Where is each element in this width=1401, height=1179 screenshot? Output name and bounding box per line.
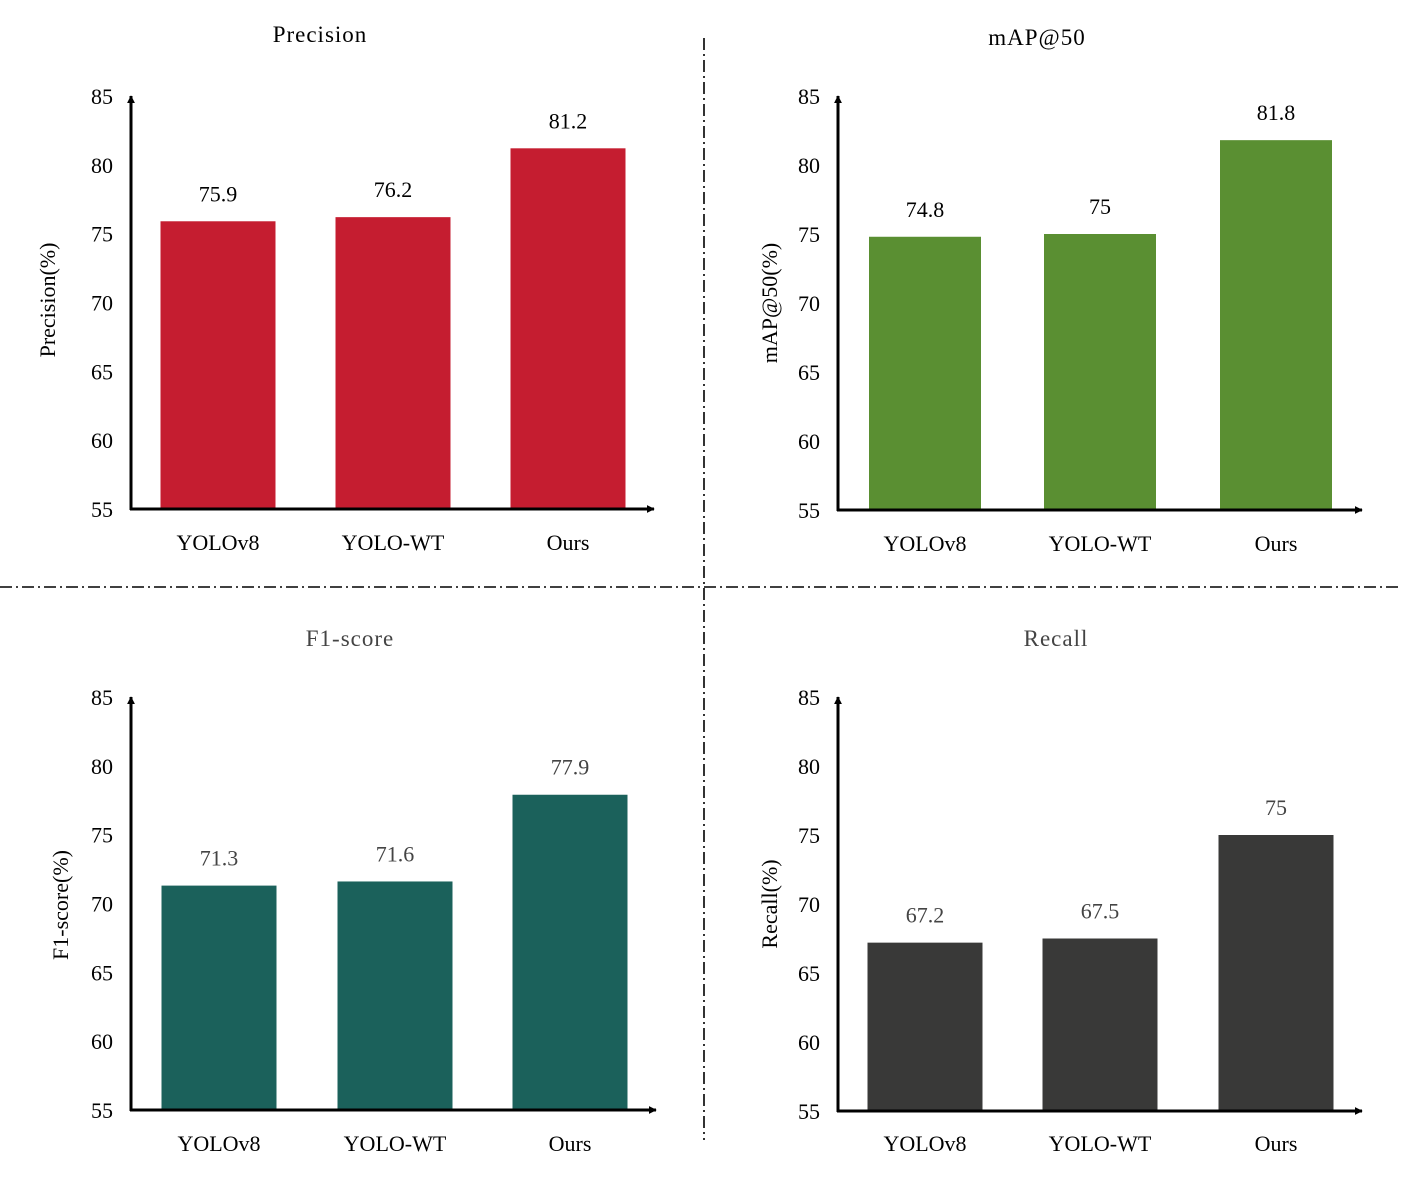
y-tick-label: 85 — [91, 84, 113, 109]
x-tick-label: Ours — [547, 530, 590, 555]
plot-area: 71.3 YOLOv8 71.6 YOLO-WT 77.9 Ours 55 60 65 70 75 8… — [91, 685, 657, 1156]
y-tick-label: 70 — [91, 291, 113, 316]
bar — [510, 148, 626, 509]
chart-panel-precision: Precision Precision(%) 75.9 YOLOv8 76.2 YOL… — [35, 22, 655, 555]
bar — [161, 885, 277, 1110]
plot-area: 74.8 YOLOv8 75 YOLO-WT 81.8 Ours 55 60 65 70 75 80 8… — [798, 84, 1363, 556]
chart-title: Precision — [273, 22, 368, 47]
chart-panel-recall: Recall Recall(%) 67.2 YOLOv8 67.5 YOLO-WT 75… — [757, 626, 1363, 1156]
x-tick-label: Ours — [1255, 531, 1298, 556]
y-tick-label: 85 — [91, 685, 113, 710]
x-tick-label: YOLO-WT — [1049, 1131, 1152, 1156]
x-tick-label: Ours — [1255, 1131, 1298, 1156]
y-tick-label: 65 — [798, 961, 820, 986]
y-tick-label: 70 — [91, 892, 113, 917]
data-label: 71.3 — [200, 846, 239, 871]
y-axis-title: Recall(%) — [757, 859, 782, 948]
bar — [869, 236, 981, 510]
y-tick-label: 75 — [91, 823, 113, 848]
y-tick-label: 80 — [91, 754, 113, 779]
y-tick-label: 60 — [798, 429, 820, 454]
data-label: 67.5 — [1081, 899, 1120, 924]
data-label: 75.9 — [199, 181, 238, 206]
bar — [1218, 835, 1334, 1111]
y-tick-label: 55 — [798, 1099, 820, 1124]
data-label: 74.8 — [906, 197, 945, 222]
chart-title: Recall — [1024, 626, 1089, 651]
data-label: 81.8 — [1257, 100, 1296, 125]
plot-area: 75.9 YOLOv8 76.2 YOLO-WT 81.2 Ours 55 60 65 70 75 8… — [91, 84, 655, 555]
data-label: 67.2 — [906, 903, 945, 928]
data-label: 77.9 — [551, 755, 590, 780]
y-axis-title: Precision(%) — [35, 243, 60, 358]
y-tick-label: 80 — [798, 153, 820, 178]
y-tick-label: 75 — [91, 222, 113, 247]
y-axis-title: mAP@50(%) — [757, 243, 782, 363]
chart-title: mAP@50 — [988, 25, 1085, 50]
chart-panel-f1-score: F1-score F1-score(%) 71.3 YOLOv8 71.6 YOLO-… — [48, 626, 657, 1156]
y-tick-label: 80 — [798, 754, 820, 779]
y-tick-label: 60 — [798, 1030, 820, 1055]
y-tick-label: 70 — [798, 291, 820, 316]
y-tick-label: 60 — [91, 428, 113, 453]
y-axis-title: F1-score(%) — [48, 850, 73, 960]
y-tick-label: 55 — [91, 497, 113, 522]
y-tick-label: 85 — [798, 685, 820, 710]
y-tick-label: 75 — [798, 823, 820, 848]
y-tick-label: 75 — [798, 222, 820, 247]
y-tick-label: 55 — [91, 1098, 113, 1123]
chart-title: F1-score — [306, 626, 394, 651]
y-tick-label: 85 — [798, 84, 820, 109]
bar — [335, 217, 451, 509]
bar — [867, 942, 983, 1111]
y-tick-label: 55 — [798, 498, 820, 523]
x-tick-label: YOLOv8 — [176, 530, 259, 555]
x-tick-label: YOLOv8 — [883, 531, 966, 556]
data-label: 75 — [1265, 795, 1287, 820]
y-tick-label: 65 — [91, 960, 113, 985]
y-tick-label: 70 — [798, 892, 820, 917]
data-label: 75 — [1089, 194, 1111, 219]
x-tick-label: YOLOv8 — [883, 1131, 966, 1156]
plot-area: 67.2 YOLOv8 67.5 YOLO-WT 75 Ours 55 60 65 70 75 80 8… — [798, 685, 1363, 1156]
bar — [1220, 140, 1332, 510]
bar — [160, 221, 276, 509]
x-tick-label: YOLO-WT — [344, 1131, 447, 1156]
bar — [512, 794, 628, 1110]
y-tick-label: 65 — [798, 360, 820, 385]
data-label: 76.2 — [374, 177, 413, 202]
data-label: 81.2 — [549, 108, 588, 133]
chart-panel-map50: mAP@50 mAP@50(%) 74.8 YOLOv8 75 YOLO-WT 81.8… — [757, 25, 1363, 556]
x-tick-label: YOLO-WT — [1049, 531, 1152, 556]
y-tick-label: 80 — [91, 153, 113, 178]
x-tick-label: YOLO-WT — [342, 530, 445, 555]
data-label: 71.6 — [376, 841, 415, 866]
x-tick-label: YOLOv8 — [177, 1131, 260, 1156]
x-tick-label: Ours — [549, 1131, 592, 1156]
bar — [1042, 938, 1158, 1111]
y-tick-label: 60 — [91, 1029, 113, 1054]
bar — [1044, 234, 1156, 510]
y-tick-label: 65 — [91, 359, 113, 384]
bar — [337, 881, 453, 1110]
